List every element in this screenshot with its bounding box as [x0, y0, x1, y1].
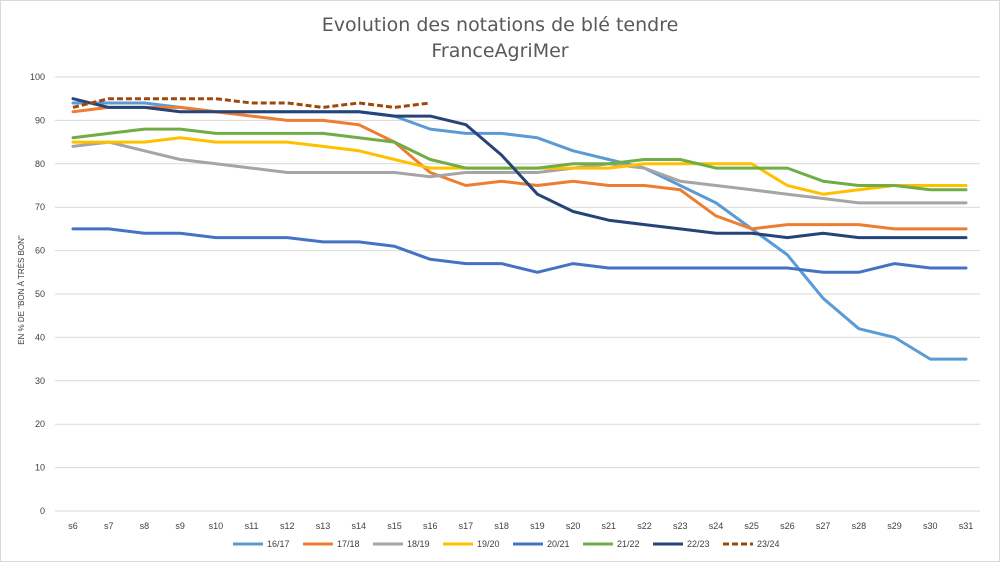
legend-label: 23/24: [757, 539, 780, 549]
y-tick-label: 80: [35, 159, 45, 169]
series-line-23-24: [72, 97, 431, 109]
x-tick-label: s19: [530, 521, 545, 531]
x-tick-label: s7: [104, 521, 114, 531]
x-tick-label: s25: [744, 521, 759, 531]
x-tick-label: s14: [352, 521, 367, 531]
x-axis-ticks: s6 s7 s8 s9 s10 s11 s12 s13 s14 s15 s16 s17 s18 s19 s2…: [68, 521, 973, 531]
legend-label: 21/22: [617, 539, 640, 549]
y-tick-label: 0: [40, 506, 45, 516]
x-tick-label: s8: [140, 521, 150, 531]
x-tick-label: s26: [780, 521, 795, 531]
x-tick-label: s30: [923, 521, 938, 531]
x-tick-label: s28: [852, 521, 867, 531]
gridlines: [55, 76, 980, 512]
x-tick-label: s15: [387, 521, 402, 531]
x-tick-label: s13: [316, 521, 331, 531]
series-lines: [71, 97, 968, 361]
x-tick-label: s27: [816, 521, 831, 531]
series-line-20-21: [71, 227, 968, 274]
y-tick-label: 10: [35, 463, 45, 473]
x-tick-label: s21: [602, 521, 617, 531]
legend-label: 22/23: [687, 539, 710, 549]
legend-label: 17/18: [337, 539, 360, 549]
y-tick-label: 30: [35, 376, 45, 386]
y-tick-label: 100: [30, 72, 45, 82]
x-tick-label: s10: [209, 521, 224, 531]
y-tick-label: 70: [35, 202, 45, 212]
x-tick-label: s24: [709, 521, 724, 531]
x-tick-label: s23: [673, 521, 688, 531]
x-tick-label: s31: [959, 521, 974, 531]
legend: 16/17 17/18 18/19 19/20 20/21 21/22 22/23 23/24: [233, 539, 780, 549]
series-line-19-20: [71, 136, 968, 196]
legend-label: 18/19: [407, 539, 430, 549]
y-tick-label: 90: [35, 115, 45, 125]
x-tick-label: s17: [459, 521, 474, 531]
x-tick-label: s6: [68, 521, 78, 531]
y-tick-label: 60: [35, 246, 45, 256]
y-tick-label: 40: [35, 332, 45, 342]
x-tick-label: s9: [175, 521, 185, 531]
x-tick-label: s29: [887, 521, 902, 531]
x-tick-label: s11: [245, 521, 259, 531]
series-line-21-22: [71, 127, 968, 192]
y-tick-label: 20: [35, 419, 45, 429]
x-tick-label: s12: [280, 521, 295, 531]
legend-label: 19/20: [477, 539, 500, 549]
x-tick-label: s20: [566, 521, 581, 531]
chart-title: Evolution des notations de blé tendre: [322, 14, 679, 36]
x-tick-label: s16: [423, 521, 438, 531]
legend-label: 16/17: [267, 539, 290, 549]
y-axis-ticks: 0 10 20 30 40 50 60 70 80 90 100: [30, 72, 45, 516]
chart-subtitle: FranceAgriMer: [431, 40, 568, 62]
x-tick-label: s18: [494, 521, 509, 531]
legend-label: 20/21: [547, 539, 570, 549]
y-tick-label: 50: [35, 289, 45, 299]
series-line-22-23: [71, 97, 968, 240]
x-tick-label: s22: [637, 521, 652, 531]
y-axis-label: EN % DE "BON À TRÈS BON": [17, 235, 26, 345]
